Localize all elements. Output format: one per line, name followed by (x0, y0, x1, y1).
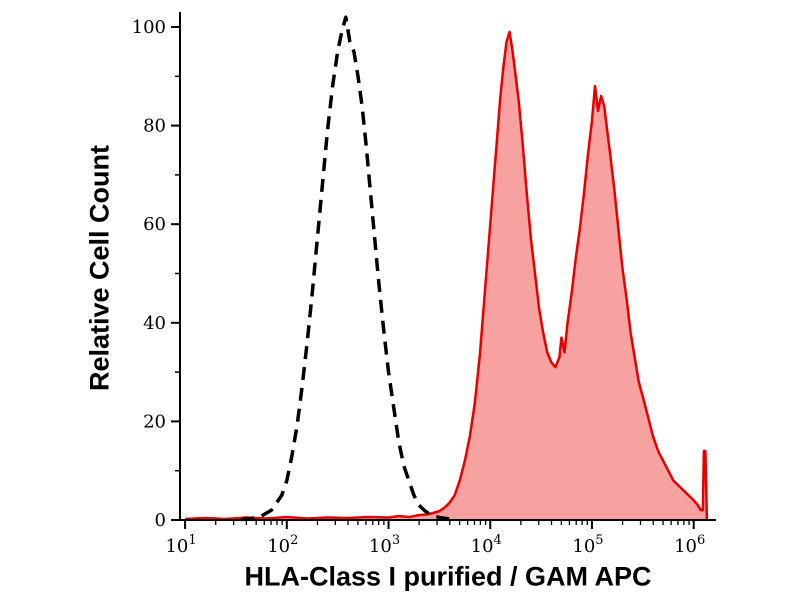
y-tick-label: 100 (132, 17, 166, 38)
series-hla-class-i-stained-line (185, 30, 709, 521)
x-axis-label: HLA-Class I purified / GAM APC (244, 561, 652, 592)
series-negative-control-line (240, 15, 450, 522)
x-tick-label: 102 (267, 533, 298, 557)
y-tick-label: 80 (143, 116, 166, 137)
x-tick-label: 103 (369, 533, 400, 557)
x-tick-label: 101 (165, 533, 196, 557)
y-tick-label: 40 (143, 313, 166, 334)
y-tick-label: 0 (155, 510, 166, 531)
y-tick-label: 60 (143, 214, 166, 235)
x-tick-label: 104 (471, 533, 502, 557)
x-tick-label: 105 (572, 533, 603, 557)
y-axis-label: Relative Cell Count (84, 144, 115, 392)
y-tick-label: 20 (143, 411, 166, 432)
x-tick-label: 106 (674, 533, 705, 557)
series-hla-class-i-stained-fill (185, 31, 707, 521)
